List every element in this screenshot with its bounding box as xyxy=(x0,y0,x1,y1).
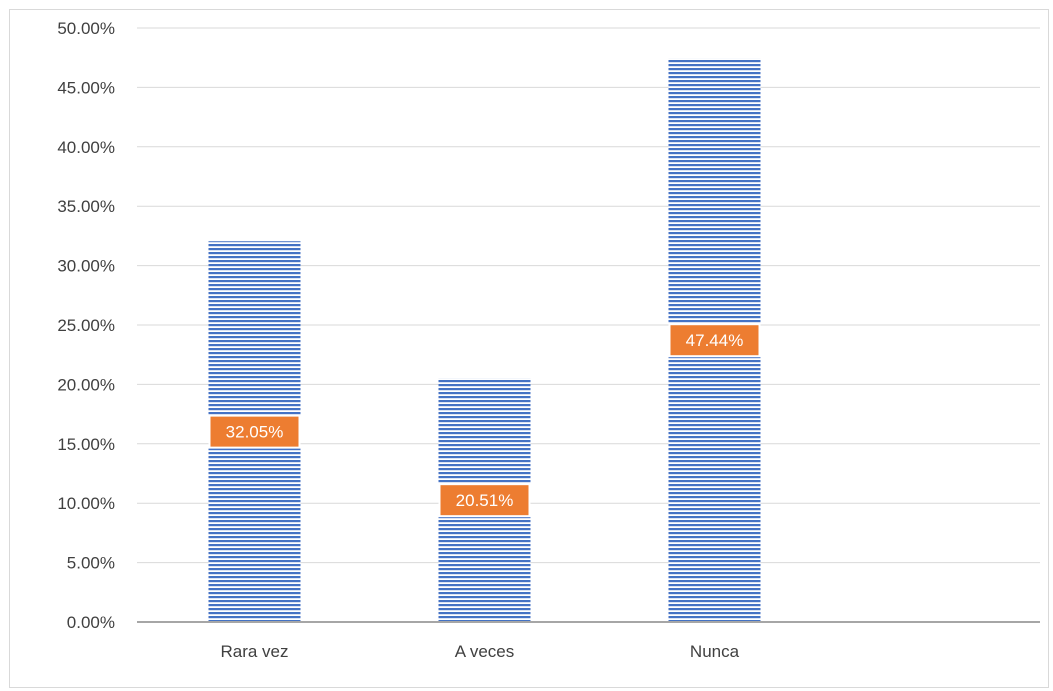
data-label-box xyxy=(440,485,529,516)
y-tick-label: 40.00% xyxy=(57,138,115,157)
x-category-label: A veces xyxy=(455,642,515,661)
y-axis-ticks: 0.00% 5.00% 10.00% 15.00% 20.00% 25.00% 30.00%… xyxy=(57,19,115,632)
y-tick-label: 25.00% xyxy=(57,316,115,335)
y-tick-label: 20.00% xyxy=(57,375,115,394)
data-label-box xyxy=(670,325,759,356)
x-category-label: Nunca xyxy=(690,642,740,661)
y-tick-label: 45.00% xyxy=(57,78,115,97)
y-tick-label: 0.00% xyxy=(67,613,115,632)
y-tick-label: 35.00% xyxy=(57,197,115,216)
y-tick-label: 15.00% xyxy=(57,435,115,454)
data-label-box xyxy=(210,416,299,447)
data-label: 47.44% xyxy=(686,331,744,350)
y-tick-label: 10.00% xyxy=(57,494,115,513)
data-labels: 32.05% 20.51% 47.44% xyxy=(208,323,761,518)
y-tick-label: 5.00% xyxy=(67,554,115,573)
y-tick-label: 30.00% xyxy=(57,257,115,276)
x-category-label: Rara vez xyxy=(220,642,288,661)
y-tick-label: 50.00% xyxy=(57,19,115,38)
x-axis-categories: Rara vez A veces Nunca xyxy=(220,642,739,661)
data-label: 32.05% xyxy=(226,423,284,442)
data-label: 20.51% xyxy=(456,491,514,510)
